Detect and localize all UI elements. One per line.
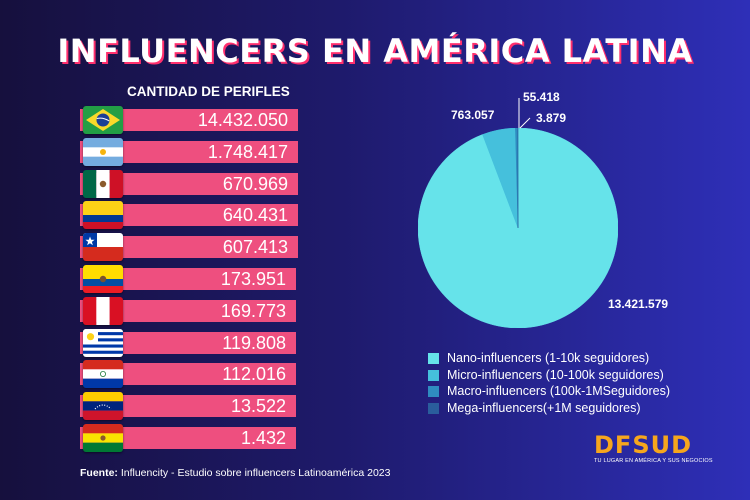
- bar: 112.016: [80, 363, 296, 386]
- bar-value-label: 640.431: [222, 205, 288, 226]
- bar-row: 112.016: [80, 360, 300, 389]
- bar: 670.969: [80, 172, 298, 195]
- logo-tagline: TU LUGAR EN AMÉRICA Y SUS NEGOCIOS: [594, 458, 713, 464]
- pie-chart: [418, 128, 618, 328]
- ecuador-flag-icon: [83, 265, 123, 293]
- bar: 1.432: [80, 427, 296, 449]
- bar-row: 607.413: [80, 233, 300, 262]
- uruguay-flag-icon: [83, 328, 123, 357]
- source-text: Influencity - Estudio sobre influencers …: [117, 467, 391, 479]
- chile-flag-icon: [83, 233, 123, 262]
- legend-label: Macro-influencers (100k-1MSeguidores): [447, 384, 671, 398]
- bolivia-flag-icon: [83, 424, 123, 452]
- bar: 14.432.050: [80, 109, 298, 131]
- bar-value-label: 14.432.050: [197, 110, 288, 130]
- bar: 13.522: [80, 395, 296, 418]
- bar: 169.773: [80, 299, 296, 322]
- bar-row: 14.432.050: [80, 106, 300, 134]
- bar-row: 1.432: [80, 424, 300, 452]
- pie-label-micro: 763.057: [451, 108, 495, 122]
- bar-value-label: 112.016: [222, 364, 286, 385]
- bar-row: 173.951: [80, 265, 300, 293]
- bar-value-label: 607.413: [222, 237, 288, 258]
- bar: 119.808: [80, 331, 296, 354]
- bar-value-label: 13.522: [230, 396, 286, 417]
- bar-value-label: 173.951: [220, 269, 286, 289]
- venezuela-flag-icon: [83, 392, 123, 421]
- legend-label: Micro-influencers (10-100k seguidores): [447, 367, 664, 382]
- bar-value-label: 670.969: [222, 173, 288, 194]
- bar-chart-title: CANTIDAD DE PERIFLES: [127, 84, 290, 99]
- paraguay-flag-icon: [83, 360, 123, 389]
- mexico-flag-icon: [83, 169, 123, 198]
- legend-swatch: [428, 402, 439, 414]
- pie-label-nano: 13.421.579: [608, 297, 669, 311]
- bar-row: 670.969: [80, 169, 300, 198]
- bar: 640.431: [80, 204, 298, 227]
- legend-label: Nano-influencers (1-10k seguidores): [447, 351, 650, 365]
- bar-row: 1.748.417: [80, 137, 300, 166]
- leader-line-mega: [519, 117, 531, 129]
- bar-value-label: 169.773: [220, 300, 286, 321]
- bar-row: 13.522: [80, 392, 300, 421]
- bar-value-label: 1.432: [240, 428, 286, 448]
- bar: 607.413: [80, 236, 298, 259]
- argentina-flag-icon: [83, 137, 123, 166]
- pie-label-macro: 55.418: [523, 90, 560, 104]
- brazil-flag-icon: [83, 106, 123, 134]
- bar-row: 169.773: [80, 296, 300, 325]
- bar: 173.951: [80, 268, 296, 290]
- colombia-flag-icon: [83, 201, 123, 230]
- peru-flag-icon: [83, 296, 123, 325]
- pie-label-mega: 3.879: [536, 111, 567, 125]
- bar: 1.748.417: [80, 140, 298, 163]
- bar-row: 119.808: [80, 328, 300, 357]
- bar-value-label: 1.748.417: [207, 141, 288, 162]
- source-prefix: Fuente:: [80, 467, 118, 479]
- legend-label: Mega-influencers(+1M seguidores): [447, 400, 641, 415]
- bar-value-label: 119.808: [222, 332, 286, 353]
- logo-wordmark: DFSUD: [594, 431, 693, 459]
- bar-row: 640.431: [80, 201, 300, 230]
- dfsud-logo: DFSUD TU LUGAR EN AMÉRICA Y SUS NEGOCIOS: [594, 431, 713, 464]
- source-note: Fuente: Influencity - Estudio sobre infl…: [80, 467, 391, 479]
- legend-swatch: [428, 369, 439, 381]
- page-title: INFLUENCERS EN AMÉRICA LATINA: [57, 32, 693, 70]
- legend-swatch: [428, 353, 439, 364]
- legend-swatch: [428, 386, 439, 397]
